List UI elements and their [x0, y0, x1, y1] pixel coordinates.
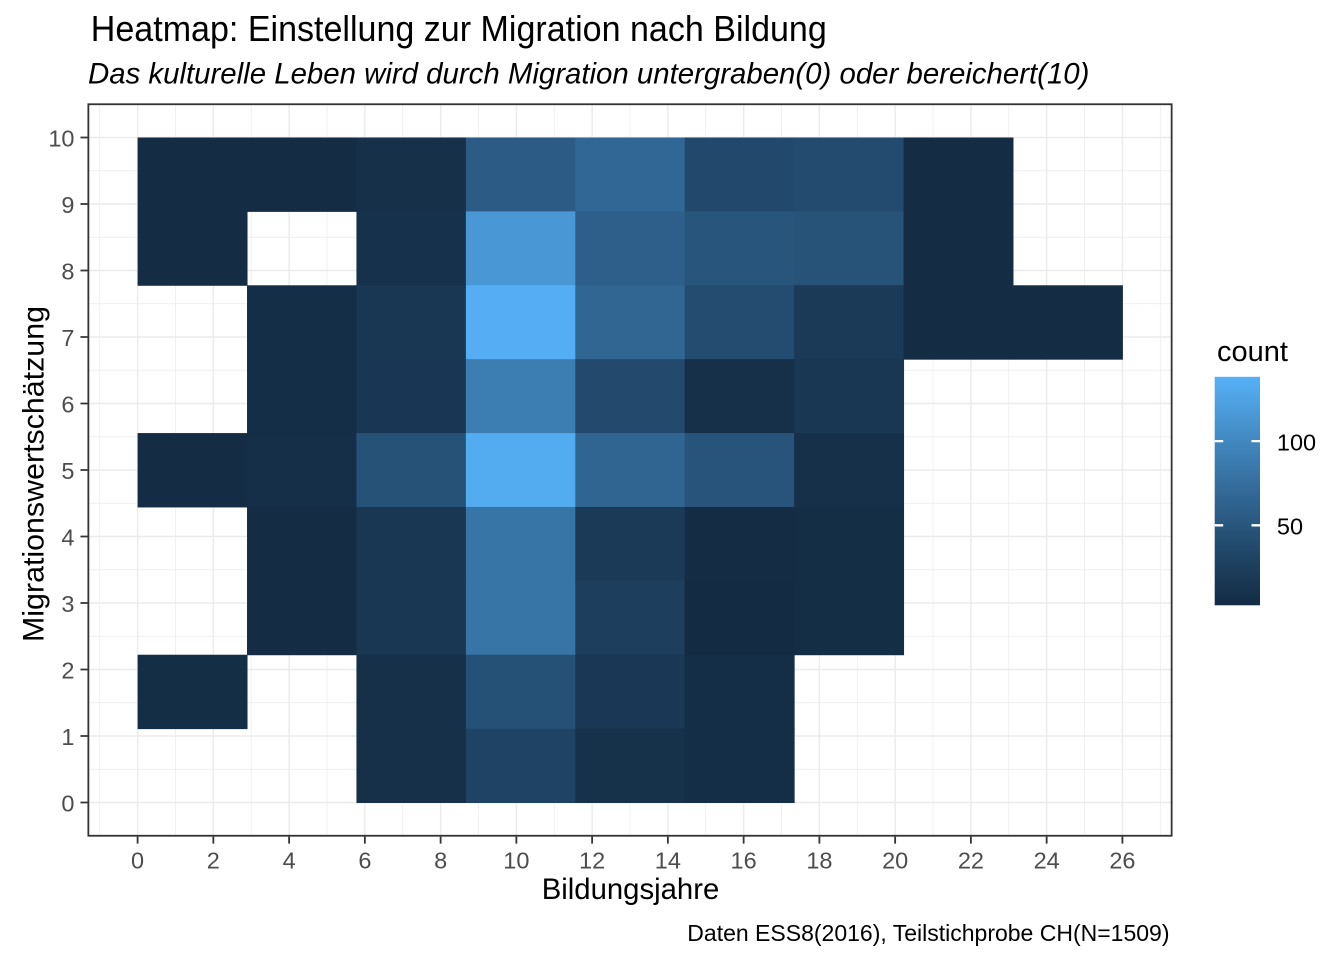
svg-text:2: 2 — [61, 658, 74, 684]
svg-text:10: 10 — [48, 126, 74, 152]
svg-text:16: 16 — [731, 847, 757, 873]
svg-text:12: 12 — [579, 847, 605, 873]
svg-text:8: 8 — [61, 259, 74, 285]
svg-text:6: 6 — [358, 847, 371, 873]
svg-text:4: 4 — [283, 847, 296, 873]
svg-text:26: 26 — [1109, 847, 1135, 873]
svg-text:2: 2 — [207, 847, 220, 873]
svg-text:7: 7 — [61, 325, 74, 351]
svg-text:0: 0 — [61, 791, 74, 817]
svg-text:Migrationswertschätzung: Migrationswertschätzung — [18, 306, 51, 642]
svg-text:50: 50 — [1277, 514, 1303, 540]
svg-text:4: 4 — [61, 525, 74, 551]
svg-text:14: 14 — [655, 847, 681, 873]
svg-text:18: 18 — [806, 847, 832, 873]
svg-text:Bildungsjahre: Bildungsjahre — [542, 873, 720, 906]
svg-text:100: 100 — [1277, 429, 1316, 455]
svg-text:6: 6 — [61, 392, 74, 418]
svg-text:8: 8 — [434, 847, 447, 873]
svg-text:Heatmap: Einstellung zur Migra: Heatmap: Einstellung zur Migration nach … — [91, 8, 827, 49]
svg-text:0: 0 — [131, 847, 144, 873]
svg-text:Daten ESS8(2016), Teilstichpro: Daten ESS8(2016), Teilstichprobe CH(N=15… — [687, 920, 1169, 946]
svg-text:24: 24 — [1034, 847, 1060, 873]
svg-text:5: 5 — [61, 458, 74, 484]
svg-text:10: 10 — [503, 847, 529, 873]
svg-text:22: 22 — [958, 847, 984, 873]
svg-text:1: 1 — [61, 724, 74, 750]
svg-text:Das kulturelle Leben wird durc: Das kulturelle Leben wird durch Migratio… — [88, 57, 1089, 90]
svg-text:9: 9 — [61, 192, 74, 218]
svg-text:20: 20 — [882, 847, 908, 873]
svg-text:3: 3 — [61, 591, 74, 617]
svg-text:count: count — [1217, 336, 1288, 368]
